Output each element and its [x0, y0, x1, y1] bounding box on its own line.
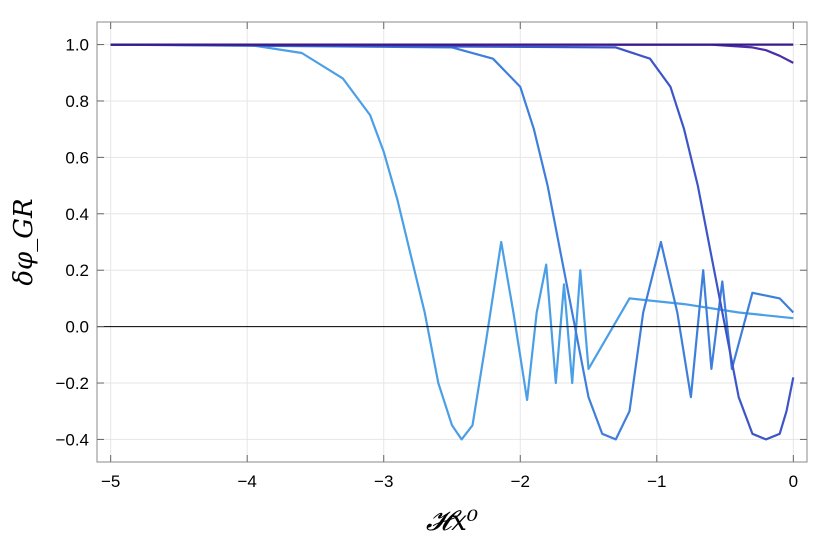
- y-tick-label: 0.8: [65, 92, 89, 111]
- series-line-2: [110, 43, 795, 441]
- y-tick-label: 0.0: [65, 318, 89, 337]
- y-tick-labels: −0.4 −0.2 0.0 0.2 0.4 0.6 0.8 1.0: [55, 36, 89, 450]
- plot-frame: [96, 21, 808, 463]
- x-tick-label: −3: [374, 472, 393, 491]
- y-tick-label: 1.0: [65, 36, 89, 55]
- series-line-3: [110, 43, 795, 441]
- y-tick-label: −0.2: [55, 374, 89, 393]
- y-tick-label: 0.4: [65, 205, 89, 224]
- y-tick-label: 0.6: [65, 148, 89, 167]
- series-layer: [110, 43, 795, 441]
- x-tick-label: −2: [511, 472, 530, 491]
- y-axis-label: δφ_GR: [9, 198, 39, 285]
- x-tick-label: −4: [237, 472, 256, 491]
- ticks: [97, 22, 807, 462]
- x-axis-label: 𝓗x⁰: [426, 504, 478, 537]
- y-tick-label: 0.2: [65, 261, 89, 280]
- x-tick-label: −5: [101, 472, 120, 491]
- x-tick-label: 0: [789, 472, 798, 491]
- series-line-1: [110, 43, 794, 441]
- x-tick-label: −1: [647, 472, 666, 491]
- y-tick-label: −0.4: [55, 430, 89, 449]
- x-tick-labels: −5 −4 −3 −2 −1 0: [101, 472, 798, 491]
